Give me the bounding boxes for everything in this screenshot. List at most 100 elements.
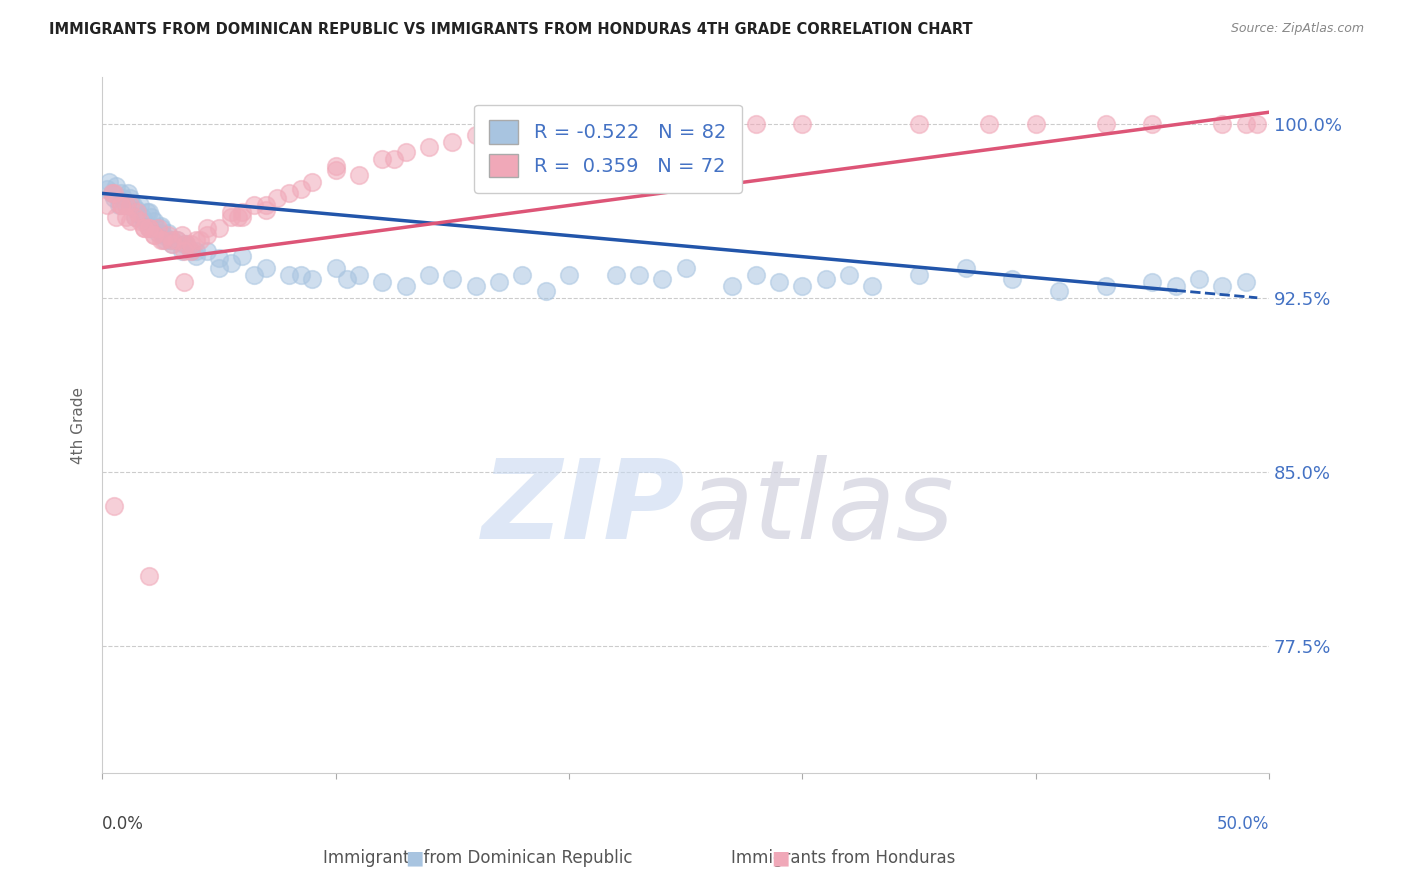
Point xyxy=(105,179,128,194)
Point xyxy=(188,233,211,247)
Point xyxy=(441,272,464,286)
Point xyxy=(534,284,557,298)
Point xyxy=(174,237,197,252)
Point xyxy=(675,260,697,275)
Point xyxy=(347,268,370,282)
Y-axis label: 4th Grade: 4th Grade xyxy=(72,387,86,464)
Point xyxy=(792,279,814,293)
Point xyxy=(860,279,883,293)
Point xyxy=(290,182,312,196)
Point xyxy=(105,210,128,224)
Point xyxy=(792,117,814,131)
Point xyxy=(120,214,142,228)
Text: Source: ZipAtlas.com: Source: ZipAtlas.com xyxy=(1230,22,1364,36)
Point xyxy=(908,117,931,131)
Point xyxy=(117,186,139,201)
Point xyxy=(149,233,172,247)
Point xyxy=(464,279,486,293)
Point xyxy=(149,219,172,233)
Point xyxy=(138,221,160,235)
Point xyxy=(155,233,177,247)
Point xyxy=(838,268,860,282)
Text: atlas: atlas xyxy=(686,455,955,562)
Point xyxy=(254,260,277,275)
Point xyxy=(134,214,156,228)
Point xyxy=(131,210,153,224)
Point xyxy=(382,152,405,166)
Point xyxy=(141,210,163,224)
Point xyxy=(277,186,299,201)
Point xyxy=(138,205,160,219)
Point xyxy=(103,500,125,514)
Point xyxy=(394,145,416,159)
Point xyxy=(110,186,132,201)
Text: 0.0%: 0.0% xyxy=(103,815,143,833)
Point xyxy=(135,205,157,219)
Point xyxy=(243,198,266,212)
Point xyxy=(103,186,125,201)
Point xyxy=(160,237,183,252)
Point xyxy=(510,117,533,131)
Point xyxy=(231,210,253,224)
Point xyxy=(128,214,150,228)
Point xyxy=(488,275,510,289)
Point xyxy=(558,268,581,282)
Point xyxy=(627,268,650,282)
Point xyxy=(120,198,142,212)
Point xyxy=(134,221,156,235)
Point xyxy=(675,117,697,131)
Point xyxy=(744,268,766,282)
Point xyxy=(174,237,197,252)
Point xyxy=(142,214,165,228)
Point xyxy=(266,191,288,205)
Point xyxy=(325,163,347,178)
Point xyxy=(184,244,207,259)
Point xyxy=(96,182,118,196)
Text: Immigrants from Dominican Republic: Immigrants from Dominican Republic xyxy=(323,849,633,867)
Point xyxy=(908,268,931,282)
Point xyxy=(166,233,188,247)
Point xyxy=(110,198,132,212)
Point xyxy=(128,198,150,212)
Point xyxy=(138,221,160,235)
Point xyxy=(180,244,202,259)
Text: ■: ■ xyxy=(770,848,790,867)
Point xyxy=(558,117,581,131)
Point xyxy=(231,249,253,263)
Point xyxy=(721,279,744,293)
Point xyxy=(371,152,394,166)
Point xyxy=(744,117,766,131)
Point xyxy=(152,233,174,247)
Legend: R = -0.522   N = 82, R =  0.359   N = 72: R = -0.522 N = 82, R = 0.359 N = 72 xyxy=(474,104,742,193)
Point xyxy=(145,221,167,235)
Point xyxy=(173,275,195,289)
Point xyxy=(301,175,323,189)
Point xyxy=(814,272,837,286)
Point xyxy=(152,228,174,243)
Point xyxy=(149,221,172,235)
Point xyxy=(170,244,193,259)
Point xyxy=(441,136,464,150)
Point xyxy=(184,249,207,263)
Point xyxy=(325,260,347,275)
Point xyxy=(1025,117,1047,131)
Point xyxy=(100,186,122,201)
Point xyxy=(336,272,359,286)
Point xyxy=(1001,272,1024,286)
Point xyxy=(418,140,440,154)
Point xyxy=(208,252,231,266)
Point xyxy=(160,233,183,247)
Point xyxy=(160,237,183,252)
Point xyxy=(1211,279,1233,293)
Point xyxy=(347,168,370,182)
Point xyxy=(103,191,125,205)
Point xyxy=(418,268,440,282)
Point xyxy=(208,221,231,235)
Point xyxy=(107,198,129,212)
Point xyxy=(156,226,179,240)
Point xyxy=(231,205,253,219)
Point xyxy=(170,228,193,243)
Point xyxy=(768,275,790,289)
Point xyxy=(254,198,277,212)
Point xyxy=(1188,272,1211,286)
